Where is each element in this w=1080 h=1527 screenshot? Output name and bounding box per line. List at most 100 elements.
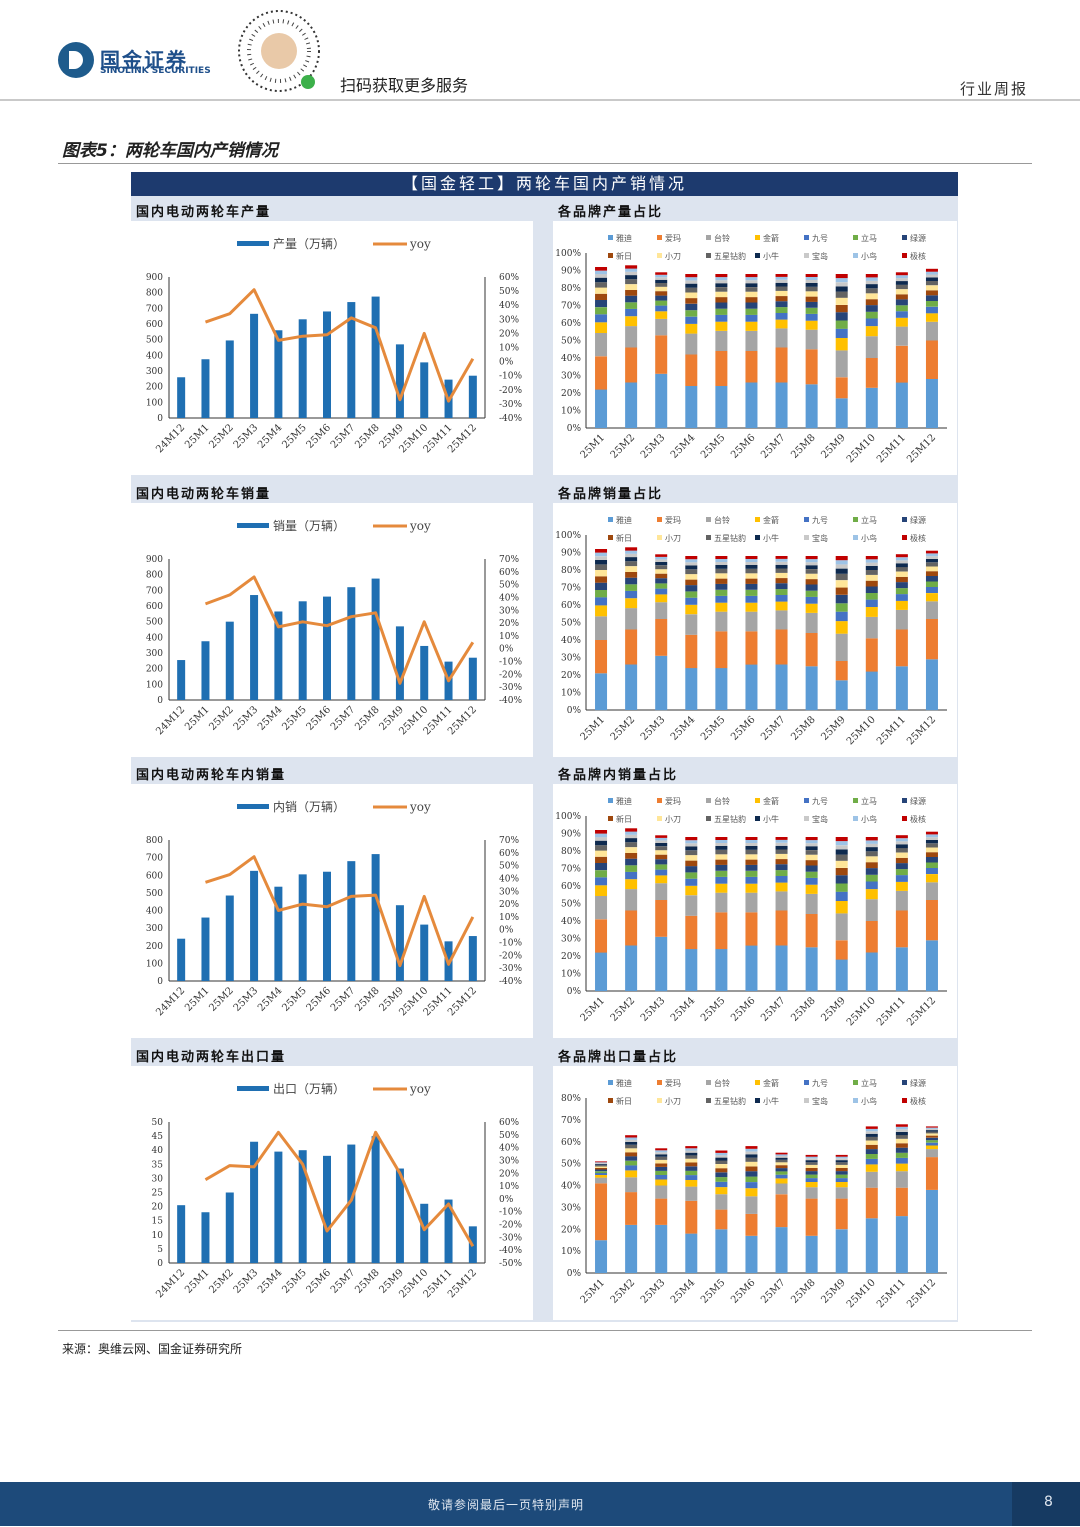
stack-segment (595, 552, 608, 557)
legend-label: 台铃 (714, 1078, 730, 1088)
stack-segment (775, 589, 788, 595)
stack-segment (655, 1163, 668, 1167)
x-tick-label: 25M10 (845, 714, 878, 747)
stack-segment (745, 280, 758, 284)
stack-segment (715, 283, 728, 287)
stack-segment (835, 891, 848, 901)
stack-segment (925, 1145, 938, 1150)
stack-segment (625, 271, 638, 276)
y2-tick-label: 0% (499, 645, 514, 655)
legend-swatch (853, 1098, 858, 1103)
stack-segment (595, 1164, 608, 1166)
stack-segment (715, 331, 728, 351)
data-bar (347, 1144, 356, 1263)
x-tick-label: 25M3 (232, 1267, 261, 1296)
stack-segment (925, 874, 938, 883)
stack-segment (655, 277, 668, 280)
stack-segment (805, 559, 818, 563)
stack-segment (775, 313, 788, 320)
stack-segment (595, 1162, 608, 1164)
stack-segment (715, 297, 728, 303)
legend-bar-label: 产量（万辆） (273, 237, 345, 251)
stack-segment (655, 272, 668, 275)
data-bar (395, 344, 404, 418)
y-tick-label: 20% (561, 389, 581, 399)
x-tick-label: 25M11 (875, 1277, 908, 1310)
legend-label: 爱玛 (665, 234, 681, 243)
stack-segment (715, 1157, 728, 1161)
legend-swatch (608, 517, 613, 522)
stack-segment (865, 1144, 878, 1150)
chart-box-production: 产量（万辆） yoy 0 100 200 300 400 500 600 700 800 900 -40… (131, 221, 533, 475)
stack-segment (925, 601, 938, 619)
y-tick-label: 0 (157, 696, 163, 706)
y-tick-label: 700 (146, 854, 163, 864)
data-bar (444, 1199, 453, 1263)
legend-swatch (608, 253, 613, 258)
stack-segment (625, 316, 638, 327)
stack-segment (655, 602, 668, 619)
stack-segment (655, 373, 668, 429)
stack-segment (625, 1192, 638, 1225)
stack-segment (835, 1178, 848, 1182)
stack-segment (625, 858, 638, 866)
y2-tick-label: -30% (499, 1233, 522, 1243)
legend-label: 雅迪 (616, 515, 632, 525)
stack-segment (655, 556, 668, 560)
stack-segment (685, 846, 698, 851)
y-tick-label: 100% (555, 812, 581, 822)
y2-tick-label: -20% (499, 386, 522, 396)
stack-segment (655, 837, 668, 841)
legend-swatch (853, 798, 858, 803)
legend-swatch (608, 798, 613, 803)
x-tick-label: 25M7 (329, 422, 358, 451)
stack-segment (685, 855, 698, 861)
x-tick-label: 25M1 (183, 1267, 212, 1296)
stack-segment (655, 291, 668, 296)
stack-segment (625, 889, 638, 911)
stack-segment (775, 296, 788, 302)
stack-segment (775, 839, 788, 843)
stack-segment (625, 1139, 638, 1142)
x-tick-label: 25M3 (232, 422, 261, 451)
stack-segment (835, 1158, 848, 1161)
stack-segment (595, 919, 608, 953)
y-tick-label: 700 (146, 304, 163, 314)
stack-segment (865, 1128, 878, 1132)
x-tick-label: 24M12 (154, 1267, 187, 1300)
stack-segment (865, 843, 878, 848)
x-tick-label: 25M8 (789, 1277, 818, 1306)
stack-segment (805, 556, 818, 560)
legend-swatch (804, 535, 809, 540)
stack-segment (925, 1130, 938, 1132)
stack-segment (865, 1171, 878, 1188)
y-tick-label: 50% (561, 337, 581, 347)
data-bar (420, 924, 429, 981)
y2-tick-label: -10% (499, 372, 522, 382)
sales-chart: 销量（万辆） yoy 0 100 200 300 400 500 600 700 800 900 -40… (146, 519, 523, 737)
stack-segment (775, 1168, 788, 1172)
y-tick-label: 40% (561, 354, 581, 364)
x-tick-label: 25M2 (609, 1277, 638, 1306)
stack-segment (715, 302, 728, 309)
stack-segment (865, 607, 878, 617)
x-tick-label: 25M2 (207, 704, 236, 733)
domestic-chart: 内销（万辆） yoy 0 100 200 300 400 500 600 700 800 -40% -3… (146, 800, 523, 1018)
x-tick-label: 24M12 (154, 985, 187, 1018)
stack-segment (685, 591, 698, 598)
y-tick-label: 0% (567, 424, 582, 434)
stack-segment (595, 300, 608, 308)
stack-segment (655, 311, 668, 319)
stack-segment (895, 863, 908, 870)
y-tick-label: 80% (561, 284, 581, 294)
stack-segment (625, 382, 638, 428)
stack-segment (805, 277, 818, 280)
y-tick-label: 0 (157, 1259, 163, 1269)
data-bar (347, 861, 356, 981)
stack-segment (745, 1196, 758, 1214)
stack-segment (925, 619, 938, 660)
stack-segment (745, 578, 758, 584)
stack-segment (805, 307, 818, 314)
stack-segment (895, 1163, 908, 1172)
stack-segment (925, 295, 938, 301)
